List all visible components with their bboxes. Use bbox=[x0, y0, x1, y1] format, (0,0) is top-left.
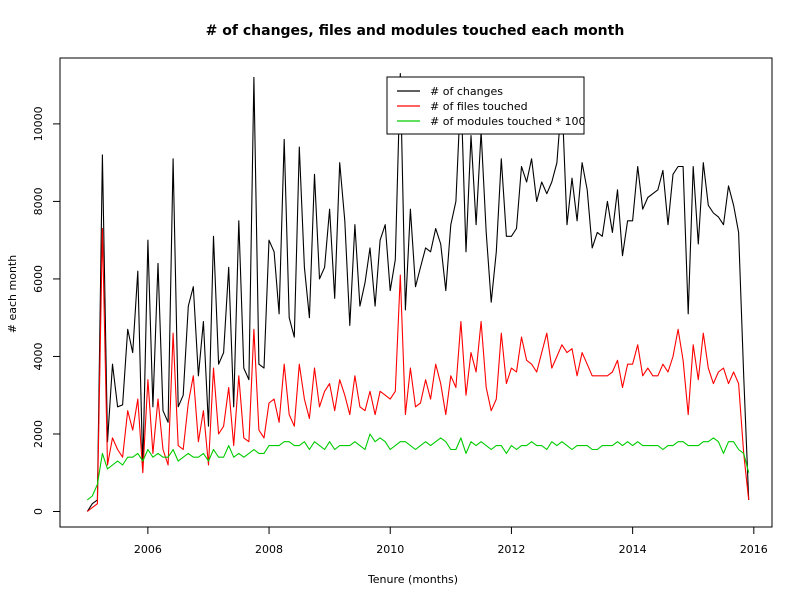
legend: # of changes # of files touched # of modul… bbox=[386, 76, 586, 135]
legend-label: # of changes bbox=[430, 85, 503, 98]
x-tick-label: 2008 bbox=[255, 543, 283, 556]
y-tick-label: 10000 bbox=[32, 106, 45, 141]
y-tick-label: 8000 bbox=[32, 187, 45, 215]
plot-frame bbox=[59, 57, 773, 528]
series-line-2 bbox=[86, 433, 750, 501]
x-tick-label: 2010 bbox=[376, 543, 404, 556]
legend-label: # of files touched bbox=[430, 100, 528, 113]
y-tick-label: 4000 bbox=[32, 342, 45, 370]
chart-title: # of changes, files and modules touched … bbox=[206, 23, 625, 39]
series-layer bbox=[86, 72, 750, 512]
y-axis-label: # each month bbox=[6, 255, 19, 333]
y-axis: 0 2000 4000 6000 8000 10000 bbox=[32, 106, 60, 515]
x-tick-label: 2006 bbox=[134, 543, 162, 556]
x-tick-label: 2014 bbox=[619, 543, 647, 556]
x-axis-label: Tenure (months) bbox=[367, 573, 458, 586]
y-tick-label: 6000 bbox=[32, 265, 45, 293]
series-line-0 bbox=[86, 72, 750, 512]
y-tick-label: 2000 bbox=[32, 420, 45, 448]
series-line-1 bbox=[86, 227, 750, 512]
x-tick-label: 2016 bbox=[740, 543, 768, 556]
legend-label: # of modules touched * 100 bbox=[430, 115, 586, 128]
x-tick-label: 2012 bbox=[497, 543, 525, 556]
y-tick-label: 0 bbox=[32, 508, 45, 515]
x-axis: 2006 2008 2010 2012 2014 2016 bbox=[134, 527, 768, 556]
